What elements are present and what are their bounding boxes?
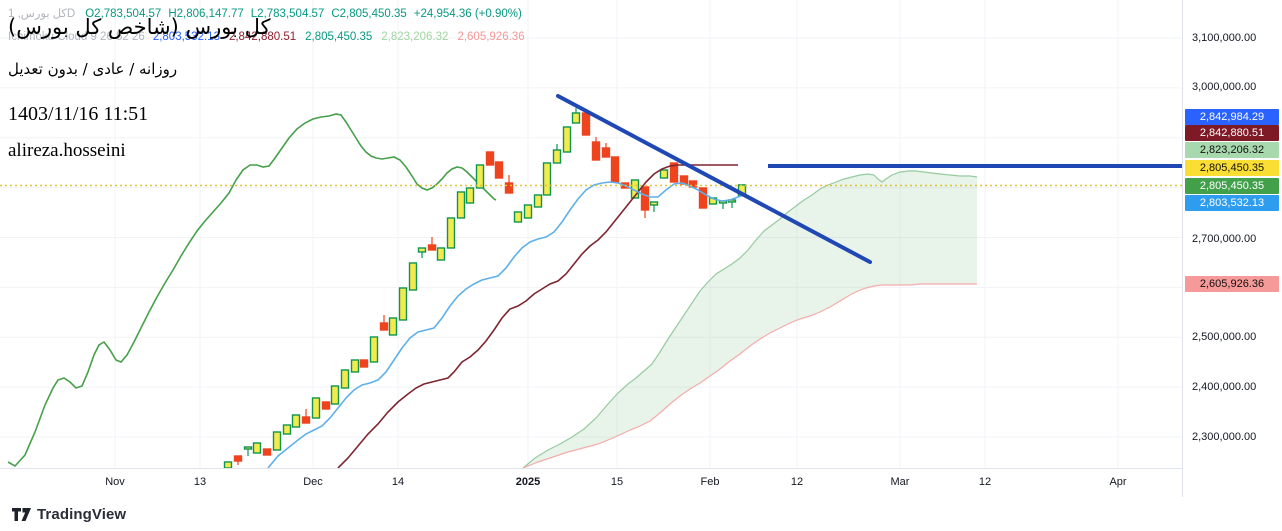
footer-bar: TradingView	[0, 497, 1282, 531]
price-label: 2,803,532.13	[1185, 195, 1279, 211]
annotation-username: alireza.hosseini	[8, 140, 126, 161]
tradingview-logo-text: TradingView	[37, 506, 127, 523]
chart-subtitle: روزانه / عادی / بدون تعدیل	[8, 60, 178, 78]
time-tick-label: 14	[391, 476, 405, 488]
senkou-b-line	[522, 283, 977, 468]
price-tick-label: 2,300,000.00	[1192, 431, 1257, 443]
annotation-timestamp: 1403/11/16 11:51	[8, 103, 149, 125]
price-tick-label: 2,700,000.00	[1192, 233, 1257, 245]
symbol-title-overlay: کل بورس (شاخص کل بورس)	[8, 15, 271, 39]
tradingview-logo[interactable]: TradingView	[12, 506, 126, 523]
price-label: 2,842,984.29	[1185, 109, 1279, 125]
price-tick-label: 3,000,000.00	[1192, 81, 1257, 93]
chart-canvas[interactable]	[0, 0, 1182, 468]
time-tick-label: 12	[790, 476, 804, 488]
time-tick-label: Dec	[303, 476, 323, 488]
price-label: 2,805,450.35	[1185, 160, 1279, 176]
time-tick-label: Feb	[700, 476, 720, 488]
time-tick-label: 13	[193, 476, 207, 488]
price-tick-label: 2,400,000.00	[1192, 381, 1257, 393]
gridlines	[0, 0, 1182, 468]
chart-plot-area[interactable]	[0, 0, 1182, 468]
price-tick-label: 2,500,000.00	[1192, 331, 1257, 343]
time-tick-label: Nov	[105, 476, 125, 488]
price-label: 2,823,206.32	[1185, 142, 1279, 158]
time-tick-label: Apr	[1109, 476, 1127, 488]
senkou-a-line	[522, 170, 978, 468]
candles[interactable]	[223, 107, 747, 468]
chikou-line	[7, 113, 497, 468]
kijun-line	[337, 164, 738, 468]
tenkan-line	[267, 181, 745, 468]
price-label: 2,605,926.36	[1185, 276, 1279, 292]
price-label: 2,842,880.51	[1185, 125, 1279, 141]
time-tick-label: 2025	[515, 476, 541, 488]
time-tick-label: 15	[610, 476, 624, 488]
price-label: 2,805,450.35	[1185, 178, 1279, 194]
time-axis[interactable]: Nov 13 Dec 14 2025 15 Feb 12 Mar 12 Apr	[0, 468, 1282, 498]
price-axis[interactable]: 3,100,000.00 3,000,000.00 2,700,000.00 2,50…	[1182, 0, 1282, 497]
ichimoku-cloud	[522, 170, 978, 468]
price-tick-label: 3,100,000.00	[1192, 32, 1257, 44]
trend-line-drawing[interactable]	[556, 94, 872, 264]
time-tick-label: 12	[978, 476, 992, 488]
time-tick-label: Mar	[890, 476, 910, 488]
tradingview-logo-icon	[12, 507, 31, 521]
